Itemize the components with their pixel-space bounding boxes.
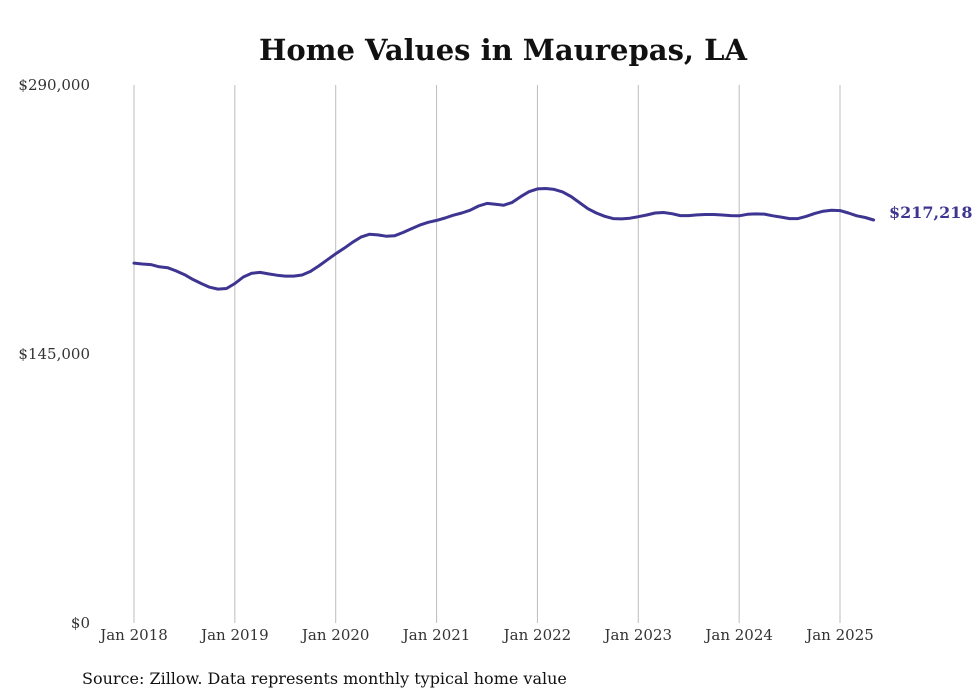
latest-value-label: $217,218 <box>889 203 973 222</box>
chart-title: Home Values in Maurepas, LA <box>259 33 747 67</box>
source-note: Source: Zillow. Data represents monthly … <box>82 669 567 688</box>
x-tick-label: Jan 2024 <box>703 626 773 644</box>
x-tick-label: Jan 2022 <box>502 626 572 644</box>
y-axis-ticks: $0 $145,000 $290,000 <box>18 76 90 632</box>
y-tick-label: $290,000 <box>18 76 90 94</box>
x-tick-label: Jan 2018 <box>98 626 168 644</box>
gridlines <box>133 85 841 623</box>
x-tick-label: Jan 2025 <box>804 626 874 644</box>
x-tick-label: Jan 2019 <box>199 626 269 644</box>
x-axis-ticks: Jan 2018 Jan 2019 Jan 2020 Jan 2021 Jan 2022… <box>98 626 874 644</box>
x-tick-label: Jan 2020 <box>300 626 370 644</box>
home-value-line <box>132 187 876 291</box>
x-tick-label: Jan 2023 <box>603 626 673 644</box>
x-tick-label: Jan 2021 <box>401 626 471 644</box>
y-tick-label: $145,000 <box>18 345 90 363</box>
y-tick-label: $0 <box>71 614 90 632</box>
